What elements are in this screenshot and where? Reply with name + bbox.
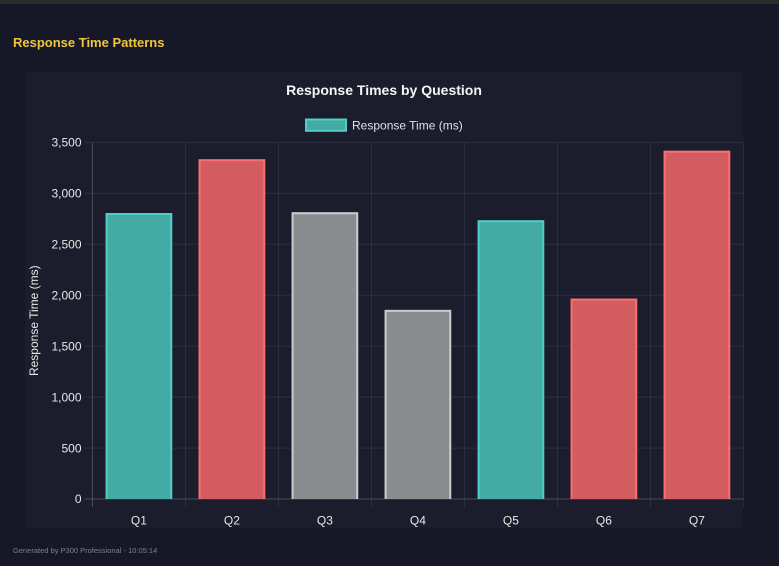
svg-text:3,000: 3,000 <box>51 187 81 201</box>
svg-text:0: 0 <box>75 492 82 506</box>
svg-text:Response Time (ms): Response Time (ms) <box>27 265 41 376</box>
svg-text:Q2: Q2 <box>224 514 240 528</box>
svg-text:Response Time Patterns: Response Time Patterns <box>13 35 164 50</box>
svg-text:Q5: Q5 <box>503 514 519 528</box>
svg-text:Generated by P300 Professional: Generated by P300 Professional - 10:05:1… <box>13 546 157 555</box>
svg-text:500: 500 <box>61 441 81 455</box>
svg-text:Response Time (ms): Response Time (ms) <box>352 119 463 133</box>
svg-text:Response Times by Question: Response Times by Question <box>286 82 482 98</box>
svg-text:Q1: Q1 <box>131 514 147 528</box>
svg-text:2,500: 2,500 <box>51 238 81 252</box>
svg-text:1,000: 1,000 <box>51 390 81 404</box>
svg-text:Q7: Q7 <box>689 514 705 528</box>
svg-text:2,000: 2,000 <box>51 288 81 302</box>
svg-text:Q4: Q4 <box>410 514 426 528</box>
svg-text:Q3: Q3 <box>317 514 333 528</box>
svg-text:1,500: 1,500 <box>51 339 81 353</box>
svg-text:3,500: 3,500 <box>51 136 81 150</box>
svg-text:Q6: Q6 <box>596 514 612 528</box>
